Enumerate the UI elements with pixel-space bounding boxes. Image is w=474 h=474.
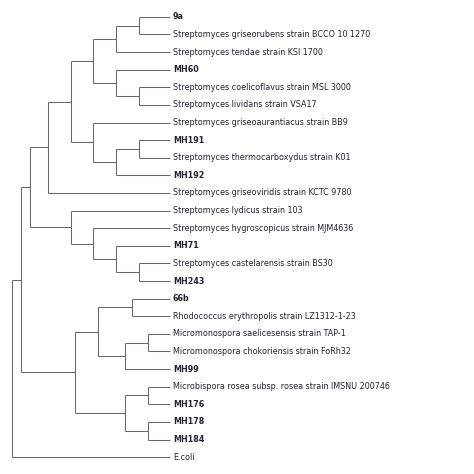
Text: Micromonospora chokoriensis strain FoRh32: Micromonospora chokoriensis strain FoRh3…: [173, 347, 351, 356]
Text: Streptomyces griseoaurantiacus strain BB9: Streptomyces griseoaurantiacus strain BB…: [173, 118, 348, 127]
Text: Rhodococcus erythropolis strain LZ1312-1-23: Rhodococcus erythropolis strain LZ1312-1…: [173, 312, 356, 321]
Text: MH191: MH191: [173, 136, 204, 145]
Text: Streptomyces coelicoflavus strain MSL 3000: Streptomyces coelicoflavus strain MSL 30…: [173, 83, 351, 92]
Text: Micromonospora saelicesensis strain TAP-1: Micromonospora saelicesensis strain TAP-…: [173, 329, 346, 338]
Text: 66b: 66b: [173, 294, 190, 303]
Text: Streptomyces griseorubens strain BCCO 10 1270: Streptomyces griseorubens strain BCCO 10…: [173, 30, 370, 39]
Text: MH192: MH192: [173, 171, 204, 180]
Text: Streptomyces griseoviridis strain KCTC 9780: Streptomyces griseoviridis strain KCTC 9…: [173, 189, 351, 198]
Text: MH184: MH184: [173, 435, 204, 444]
Text: Streptomyces lividans strain VSA17: Streptomyces lividans strain VSA17: [173, 100, 317, 109]
Text: 9a: 9a: [173, 12, 184, 21]
Text: MH176: MH176: [173, 400, 204, 409]
Text: MH243: MH243: [173, 276, 204, 285]
Text: MH178: MH178: [173, 418, 204, 427]
Text: Streptomyces lydicus strain 103: Streptomyces lydicus strain 103: [173, 206, 302, 215]
Text: Microbispora rosea subsp. rosea strain IMSNU 200746: Microbispora rosea subsp. rosea strain I…: [173, 382, 390, 391]
Text: MH60: MH60: [173, 65, 199, 74]
Text: MH99: MH99: [173, 365, 199, 374]
Text: Streptomyces thermocarboxydus strain K01: Streptomyces thermocarboxydus strain K01: [173, 153, 350, 162]
Text: Streptomyces hygroscopicus strain MJM4636: Streptomyces hygroscopicus strain MJM463…: [173, 224, 353, 233]
Text: Streptomyces castelarensis strain BS30: Streptomyces castelarensis strain BS30: [173, 259, 333, 268]
Text: Streptomyces tendae strain KSI 1700: Streptomyces tendae strain KSI 1700: [173, 47, 323, 56]
Text: E.coli: E.coli: [173, 453, 194, 462]
Text: MH71: MH71: [173, 241, 199, 250]
